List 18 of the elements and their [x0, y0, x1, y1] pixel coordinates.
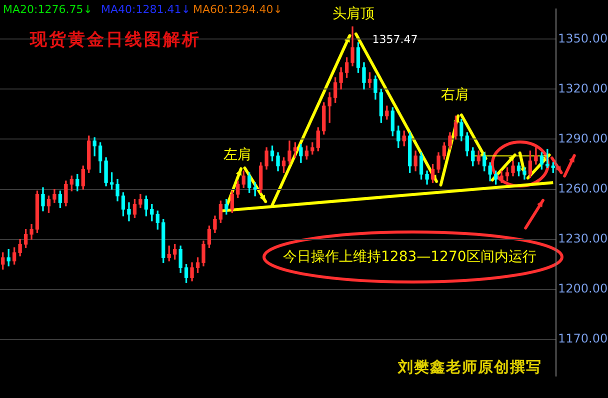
candlestick [253, 182, 257, 196]
y-tick-label: 1290.00 [558, 131, 608, 146]
y-tick-label: 1200.00 [558, 281, 608, 296]
y-tick-label: 1260.00 [558, 181, 608, 196]
annotation: MA20:1276.75↓ [3, 3, 92, 16]
annotation: MA60:1294.40↓ [193, 3, 282, 16]
annotation: 刘樊鑫老师原创撰写 [398, 358, 542, 376]
y-tick-label: 1170.00 [558, 331, 608, 346]
annotation: 今日操作上维持1283—1270区间内运行 [283, 249, 536, 265]
annotation: 头肩顶 [332, 6, 374, 22]
y-tick-label: 1230.00 [558, 231, 608, 246]
text: 现货黄金日线图解析 [30, 30, 201, 50]
y-tick-label: 1350.00 [558, 31, 608, 46]
annotation: MA40:1281.41↓ [101, 3, 190, 16]
annotation: 右肩 [441, 87, 470, 103]
y-tick-label: 1320.00 [558, 81, 608, 96]
annotation: 1357.47 [372, 33, 418, 46]
annotation: 左肩 [223, 147, 252, 163]
